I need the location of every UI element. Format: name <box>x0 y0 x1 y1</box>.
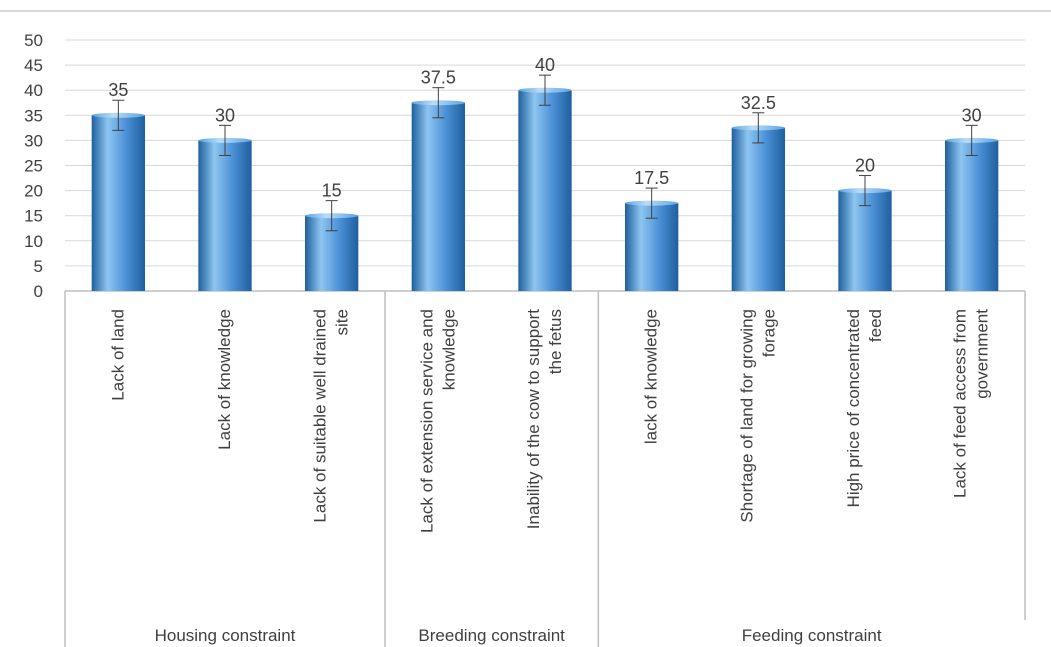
data-label: 30 <box>215 105 235 125</box>
x-category-label: knowledge <box>439 309 458 390</box>
y-tick-label: 25 <box>24 157 43 176</box>
bar <box>198 140 252 291</box>
x-category-label: Inability of the cow to support <box>524 309 543 529</box>
data-label: 15 <box>322 181 342 201</box>
bar <box>91 115 145 291</box>
x-group-label: Housing constraint <box>155 626 296 645</box>
x-category-label: Lack of knowledge <box>215 309 234 450</box>
x-category-label: High price of concentrated <box>844 309 863 507</box>
x-group-label: Breeding constraint <box>418 626 565 645</box>
x-category-label: Lack of feed access from <box>951 309 970 498</box>
y-tick-label: 30 <box>24 131 43 150</box>
x-category-label: Lack of extension service and <box>417 309 436 533</box>
bar <box>731 127 785 291</box>
x-category-label: site <box>333 309 352 335</box>
x-category-label: feed <box>866 309 885 342</box>
y-tick-label: 0 <box>34 282 43 301</box>
y-tick-label: 40 <box>24 81 43 100</box>
x-category-label: forage <box>759 309 778 357</box>
x-category-label: Shortage of land for growing <box>737 309 756 523</box>
data-label: 35 <box>108 80 128 100</box>
y-tick-label: 45 <box>24 56 43 75</box>
x-category-label: lack of knowledge <box>642 309 661 444</box>
y-tick-label: 20 <box>24 182 43 201</box>
x-category-label: Lack of land <box>108 309 127 401</box>
bar <box>945 140 999 291</box>
x-category-label: government <box>973 309 992 399</box>
data-label: 20 <box>855 156 875 176</box>
y-tick-label: 10 <box>24 232 43 251</box>
y-tick-label: 5 <box>34 257 43 276</box>
data-label: 32.5 <box>741 93 776 113</box>
x-category-label: the fetus <box>546 309 565 374</box>
data-label: 40 <box>535 55 555 75</box>
y-tick-label: 15 <box>24 207 43 226</box>
y-tick-label: 35 <box>24 106 43 125</box>
x-group-label: Feeding constraint <box>742 626 882 645</box>
data-label: 30 <box>962 105 982 125</box>
data-label: 17.5 <box>634 168 669 188</box>
bar <box>411 102 465 291</box>
bar <box>838 190 892 291</box>
x-category-label: Lack of suitable well drained <box>311 309 330 523</box>
data-label: 37.5 <box>421 68 456 88</box>
y-tick-label: 50 <box>24 31 43 50</box>
bar <box>518 90 572 291</box>
